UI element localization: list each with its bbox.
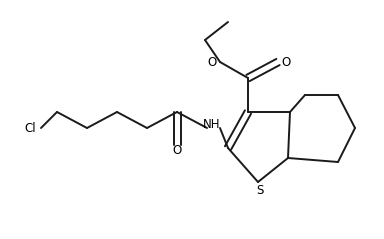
Text: NH: NH: [203, 119, 221, 131]
Text: O: O: [207, 55, 217, 69]
Text: O: O: [172, 143, 182, 157]
Text: Cl: Cl: [24, 121, 36, 135]
Text: O: O: [281, 55, 291, 69]
Text: S: S: [256, 184, 264, 196]
